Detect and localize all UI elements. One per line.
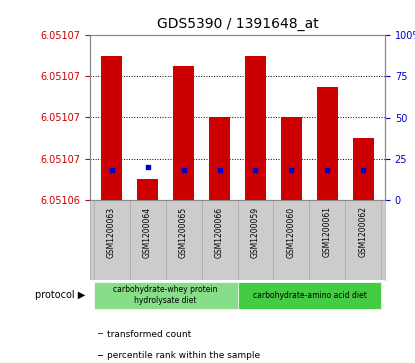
Bar	[317, 86, 338, 200]
Point	[360, 167, 367, 173]
Text: GSM1200063: GSM1200063	[107, 207, 116, 257]
Point	[144, 164, 151, 170]
Bar	[98, 333, 103, 334]
Bar	[98, 355, 103, 356]
Bar	[310, 200, 345, 280]
Text: GSM1200060: GSM1200060	[287, 207, 296, 257]
Bar	[281, 118, 302, 200]
Bar	[94, 200, 129, 280]
Bar	[101, 56, 122, 200]
Text: GSM1200059: GSM1200059	[251, 207, 260, 257]
Title: GDS5390 / 1391648_at: GDS5390 / 1391648_at	[156, 17, 318, 31]
Text: protocol ▶: protocol ▶	[35, 290, 85, 300]
Bar	[273, 200, 310, 280]
Point	[252, 167, 259, 173]
Bar	[173, 66, 194, 200]
Bar	[202, 200, 237, 280]
Text: transformed count: transformed count	[107, 330, 192, 339]
Text: GSM1200066: GSM1200066	[215, 207, 224, 257]
Bar	[345, 200, 381, 280]
Point	[216, 167, 223, 173]
Bar	[166, 200, 202, 280]
Point	[288, 167, 295, 173]
Text: GSM1200065: GSM1200065	[179, 207, 188, 257]
Bar	[94, 281, 237, 309]
Bar	[353, 138, 374, 200]
Text: carbohydrate-amino acid diet: carbohydrate-amino acid diet	[252, 290, 366, 299]
Point	[180, 167, 187, 173]
Bar	[237, 281, 381, 309]
Text: GSM1200062: GSM1200062	[359, 207, 368, 257]
Bar	[209, 118, 230, 200]
Bar	[137, 179, 159, 200]
Text: percentile rank within the sample: percentile rank within the sample	[107, 351, 261, 360]
Text: GSM1200061: GSM1200061	[323, 207, 332, 257]
Bar	[245, 56, 266, 200]
Text: GSM1200064: GSM1200064	[143, 207, 152, 257]
Bar	[237, 200, 273, 280]
Bar	[129, 200, 166, 280]
Text: carbohydrate-whey protein
hydrolysate diet: carbohydrate-whey protein hydrolysate di…	[113, 285, 218, 305]
Point	[324, 167, 331, 173]
Point	[108, 167, 115, 173]
